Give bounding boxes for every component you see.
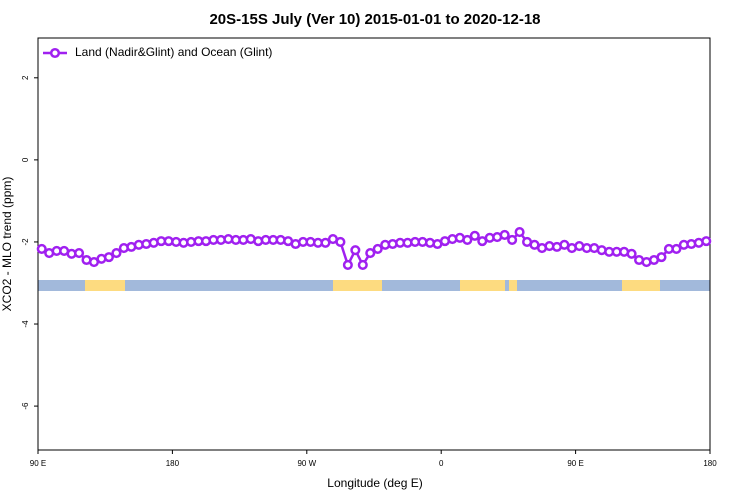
- y-tick-label: -4: [21, 320, 30, 328]
- data-point: [499, 229, 510, 241]
- data-point: [350, 245, 361, 256]
- y-axis-label: XCO2 - MLO trend (ppm): [0, 177, 14, 312]
- y-tick-label: -6: [21, 402, 30, 410]
- y-tick-label: 0: [21, 157, 30, 162]
- x-tick-label: 180: [703, 459, 717, 468]
- data-point: [342, 259, 353, 270]
- x-tick-label: 0: [439, 459, 444, 468]
- data-point: [514, 227, 525, 238]
- legend-marker: [49, 47, 61, 59]
- data-point: [626, 248, 637, 259]
- data-point: [469, 230, 480, 241]
- data-point: [372, 243, 383, 254]
- data-point: [103, 252, 114, 263]
- x-tick-label: 90 E: [567, 459, 583, 468]
- data-point: [36, 243, 47, 254]
- data-point: [507, 234, 518, 245]
- data-point: [111, 247, 122, 259]
- data-point: [701, 236, 712, 247]
- x-axis-label: Longitude (deg E): [327, 476, 422, 490]
- land-band: [85, 280, 125, 291]
- legend-label: Land (Nadir&Glint) and Ocean (Glint): [75, 45, 272, 59]
- land-band: [622, 280, 660, 291]
- y-tick-label: 2: [21, 75, 30, 80]
- land-band: [333, 280, 382, 291]
- data-point: [320, 237, 331, 248]
- land-band: [460, 280, 505, 291]
- data-point: [335, 236, 346, 247]
- chart-title: 20S-15S July (Ver 10) 2015-01-01 to 2020…: [209, 11, 540, 28]
- data-point: [656, 252, 667, 263]
- x-tick-label: 180: [166, 459, 180, 468]
- data-point: [671, 243, 682, 254]
- data-point: [365, 247, 376, 259]
- surface-strip: [38, 280, 710, 291]
- y-tick-label: -2: [21, 238, 30, 246]
- data-point: [462, 234, 473, 245]
- data-point: [357, 259, 368, 270]
- x-tick-label: 90 W: [297, 459, 316, 468]
- land-band: [509, 280, 517, 291]
- x-tick-label: 90 E: [30, 459, 46, 468]
- data-point: [74, 247, 85, 259]
